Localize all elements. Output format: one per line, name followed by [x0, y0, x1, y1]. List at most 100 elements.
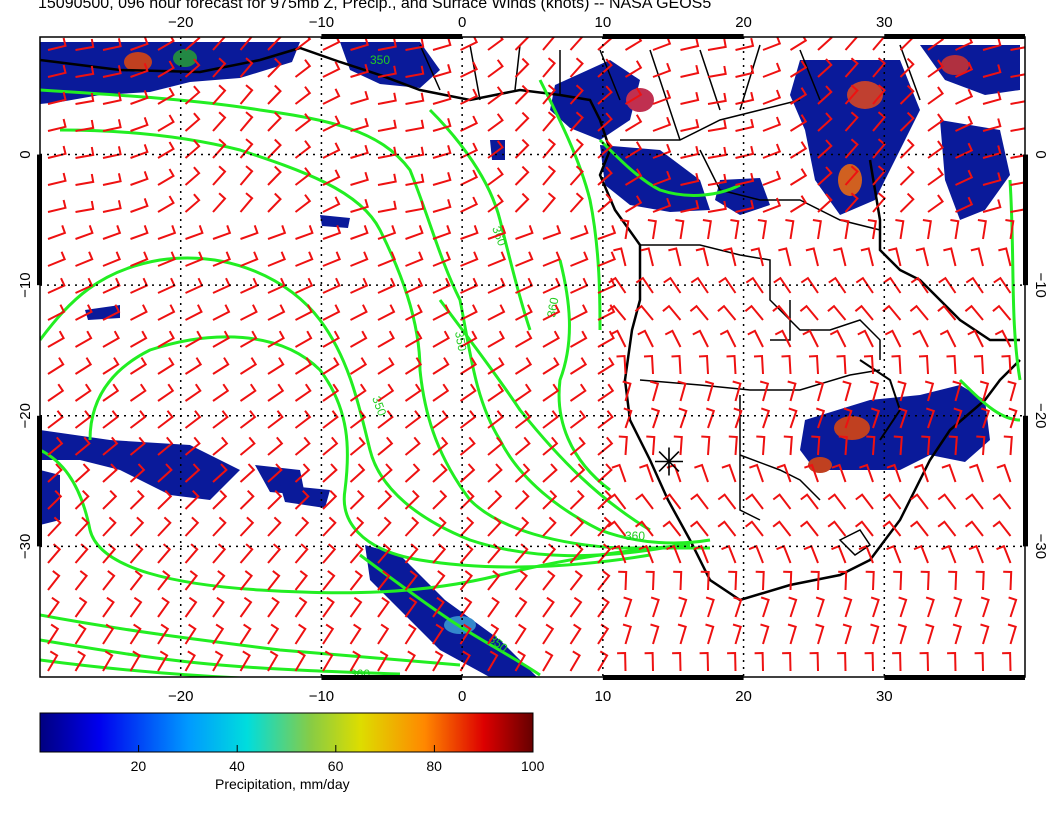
wind-barb — [350, 225, 369, 240]
wind-barb — [643, 354, 654, 375]
wind-barb — [652, 170, 672, 186]
wind-barb — [569, 111, 584, 132]
wind-barb — [157, 141, 175, 159]
map-title: 15090500, 096 hour forecast for 975mb Z,… — [38, 0, 712, 12]
left-lat-label: −10 — [17, 272, 34, 297]
wind-barb — [514, 410, 532, 429]
wind-barb — [460, 225, 479, 240]
wind-barb — [812, 219, 822, 240]
marker-stroke — [658, 451, 680, 472]
wind-barb — [1008, 596, 1018, 618]
wind-barb — [919, 651, 929, 672]
wind-barb — [569, 489, 585, 510]
left-lat-label: −20 — [17, 403, 34, 428]
wind-barb — [184, 516, 200, 537]
wind-barb — [404, 623, 417, 645]
wind-barb — [47, 516, 62, 537]
colorbar-tick-label: 20 — [130, 758, 147, 774]
wind-barb — [514, 383, 532, 402]
wind-barb — [74, 383, 92, 402]
wind-barb — [377, 463, 393, 483]
wind-barb — [542, 251, 562, 267]
wind-barb — [1010, 73, 1025, 78]
wind-barb — [965, 276, 984, 294]
wind-barb — [855, 493, 874, 510]
wind-barb — [157, 436, 174, 456]
wind-barb — [404, 489, 420, 510]
wind-barb — [487, 330, 505, 348]
wind-barb — [914, 463, 929, 483]
wind-barb — [677, 623, 687, 645]
wind-barb — [377, 410, 394, 429]
wind-barb — [514, 436, 531, 456]
wind-barb — [899, 192, 915, 213]
wind-barb — [844, 111, 859, 132]
wind-barb — [322, 596, 335, 618]
wind-barb — [569, 138, 584, 159]
wind-barb — [943, 247, 957, 267]
wind-barb — [569, 192, 584, 213]
wind-barb — [377, 251, 397, 267]
wind-barb — [75, 277, 94, 294]
wind-barb — [542, 165, 557, 186]
wind-barb — [707, 119, 727, 132]
wind-barb — [377, 623, 390, 645]
wind-barb — [910, 276, 929, 294]
wind-barb — [322, 330, 340, 348]
wind-barb — [432, 251, 452, 267]
wind-barb — [680, 172, 700, 186]
wind-barb — [639, 463, 654, 483]
wind-barb — [294, 167, 312, 186]
bottom-lon-label: 30 — [876, 688, 893, 705]
colorbar-tick-label: 80 — [426, 758, 442, 774]
wind-barb — [130, 198, 149, 213]
wind-barb — [872, 111, 887, 132]
wind-barb — [927, 86, 944, 105]
wind-barb — [673, 435, 683, 456]
wind-barb — [690, 276, 709, 294]
wind-barb — [693, 544, 709, 564]
wind-barb — [157, 168, 175, 186]
wind-barb — [294, 650, 306, 672]
wind-barb — [680, 199, 700, 213]
wind-barb — [542, 84, 557, 105]
wind-barb — [184, 166, 201, 186]
wind-barb — [542, 383, 560, 402]
wind-barb — [487, 436, 504, 456]
wind-barb — [432, 64, 452, 78]
wind-barb — [735, 64, 755, 78]
wind-barb — [762, 170, 782, 186]
wind-barb — [815, 596, 825, 618]
wind-barb — [130, 304, 148, 321]
wind-barb — [514, 57, 530, 78]
frame-tick — [37, 154, 42, 286]
wind-barb — [678, 596, 688, 618]
wind-barb — [295, 277, 314, 294]
wind-barb — [788, 596, 798, 618]
wind-barb — [487, 194, 504, 213]
wind-barb — [129, 596, 143, 618]
wind-barb — [677, 380, 687, 402]
wind-barb — [728, 570, 738, 591]
wind-barb — [733, 596, 743, 618]
wind-barb — [75, 146, 95, 159]
wind-barb — [322, 436, 339, 456]
wind-barb — [897, 380, 907, 402]
wind-barb — [982, 37, 1002, 51]
wind-barb — [432, 277, 451, 294]
wind-barb — [75, 304, 93, 321]
wind-barb — [785, 219, 795, 240]
wind-barb — [184, 112, 201, 132]
wind-barb — [239, 111, 254, 132]
wind-barb — [487, 357, 505, 375]
wind-barb — [948, 435, 958, 456]
wind-barb — [514, 570, 529, 591]
wind-barb — [459, 357, 478, 375]
wind-barb — [1010, 208, 1025, 213]
wind-barb — [377, 650, 389, 672]
wind-barb — [239, 357, 258, 375]
wind-barb — [184, 570, 199, 591]
wind-barb — [831, 463, 847, 483]
wind-barb — [184, 436, 201, 456]
colorbar-gradient — [39, 712, 534, 753]
